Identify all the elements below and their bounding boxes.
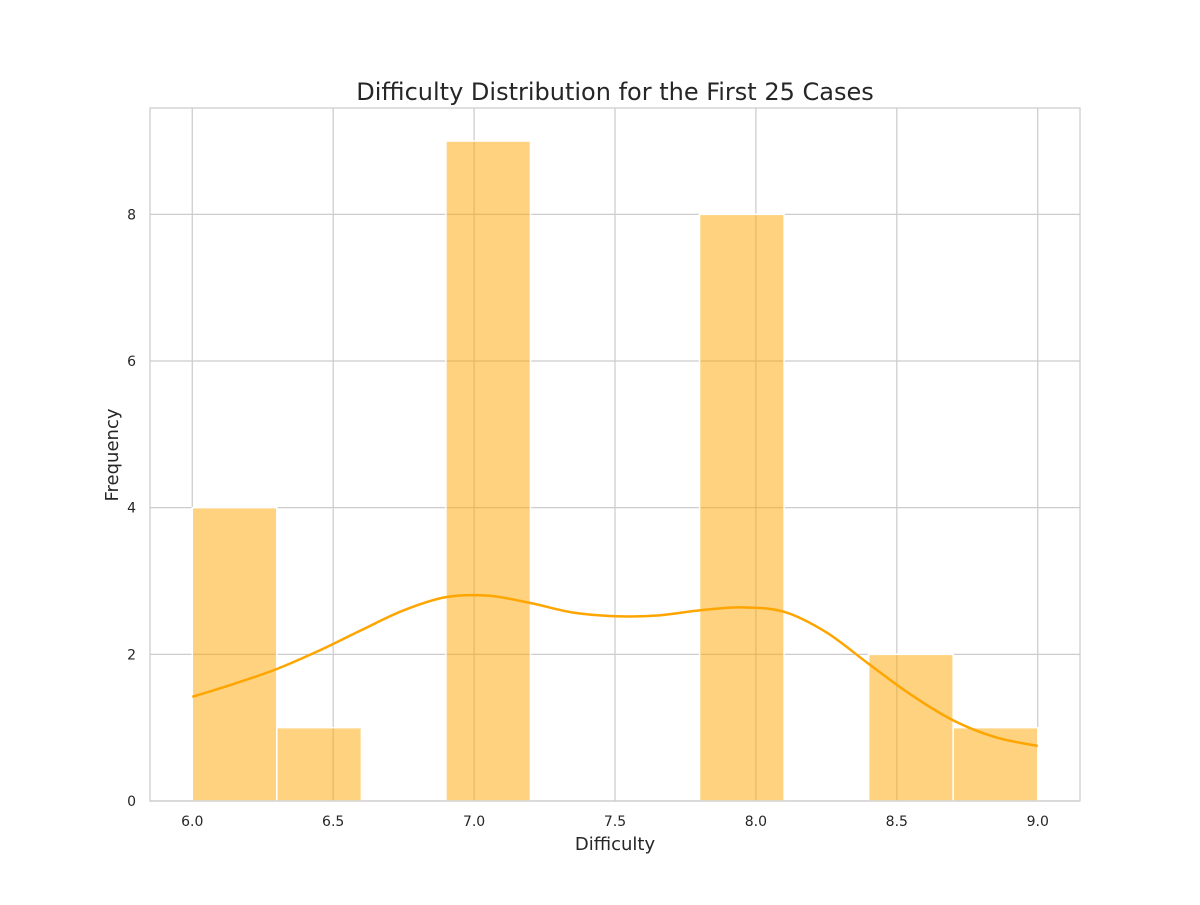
kde-curve xyxy=(191,593,1038,748)
y-tick-label: 4 xyxy=(127,501,136,517)
histogram-bar xyxy=(698,213,785,802)
x-tick-labels: 6.0 6.5 7.0 7.5 8.0 8.5 9.0 xyxy=(181,814,1049,830)
x-tick-label: 7.0 xyxy=(463,814,485,830)
histogram-bar xyxy=(867,653,954,802)
histogram-bar xyxy=(276,726,363,802)
y-tick-label: 8 xyxy=(127,207,136,223)
histogram-bar xyxy=(952,726,1039,802)
histogram-bar xyxy=(445,140,532,802)
x-tick-label: 8.5 xyxy=(886,814,908,830)
x-tick-label: 6.5 xyxy=(322,814,344,830)
x-tick-label: 7.5 xyxy=(604,814,626,830)
bars-layer xyxy=(191,140,1039,802)
y-tick-label: 2 xyxy=(127,647,136,663)
x-tick-label: 6.0 xyxy=(181,814,203,830)
x-tick-label: 8.0 xyxy=(745,814,767,830)
y-tick-labels: 0 2 4 6 8 xyxy=(127,207,136,810)
plot-frame xyxy=(149,107,1081,802)
histogram-bar xyxy=(191,506,278,802)
chart-title: Difficulty Distribution for the First 25… xyxy=(356,78,874,106)
x-axis-label: Difficulty xyxy=(575,834,656,855)
kde-layer xyxy=(191,593,1038,748)
y-axis-label: Frequency xyxy=(102,408,123,501)
x-tick-label: 9.0 xyxy=(1027,814,1049,830)
y-tick-label: 6 xyxy=(127,354,136,370)
y-tick-label: 0 xyxy=(127,794,136,810)
